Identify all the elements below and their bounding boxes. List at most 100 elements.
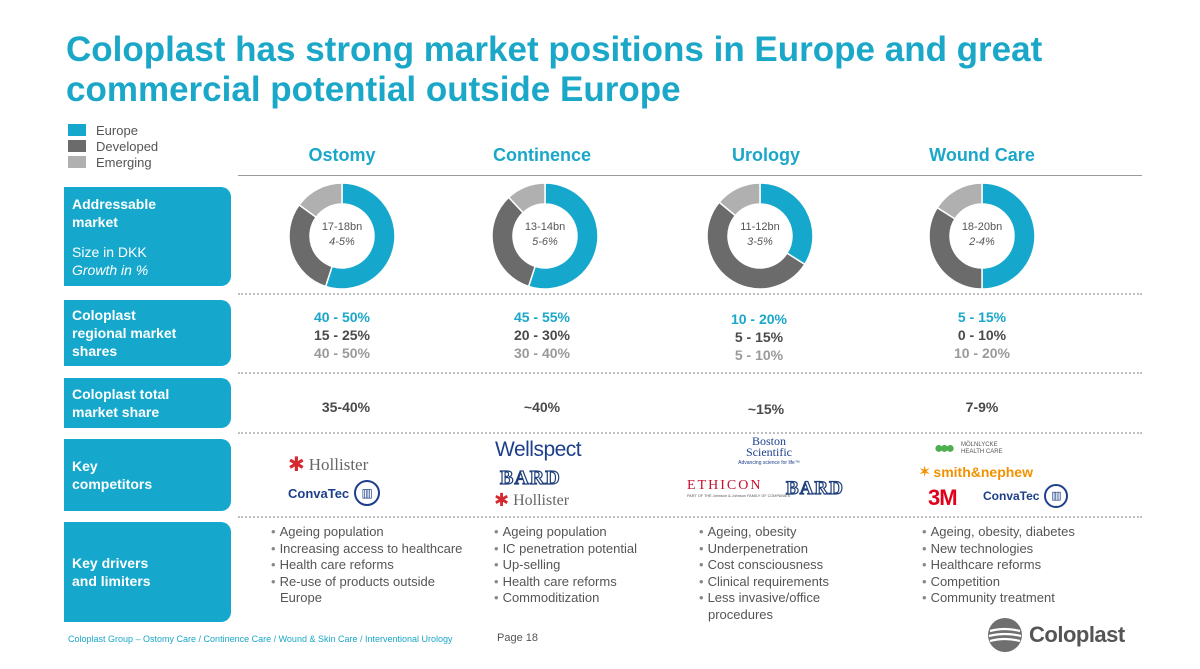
row-label-regional-shares: Coloplast regional market shares [64, 300, 231, 366]
total-share-wound-care: 7-9% [965, 399, 999, 415]
market-size: 11-12bn [740, 221, 780, 233]
total-share-ostomy: 35-40% [321, 399, 371, 415]
convatec-icon: ▥ [1044, 484, 1069, 508]
competitor-name: Hollister [513, 491, 570, 509]
column-header-urology: Urology [731, 145, 800, 165]
driver-item: Cost consciousness [698, 557, 903, 574]
row-divider [238, 372, 1142, 374]
donut-slice-emerging [718, 182, 761, 217]
page-number: Page 18 [497, 632, 538, 644]
driver-item: Community treatment [921, 590, 1126, 607]
competitor-name: MÖLNLYCKE HEALTH CARE [961, 442, 1003, 455]
competitor-name: smith&nephew [933, 464, 1033, 480]
donut-chart-continence: 13-14bn 5-6% [491, 182, 599, 290]
competitors-wound-care: ●●● MÖLNLYCKE HEALTH CARE ✶ smith&nephew… [882, 440, 1082, 515]
competitor-name: 3M [928, 485, 958, 510]
page-title: Coloplast has strong market positions in… [66, 30, 1043, 109]
regional-shares-continence: 45 - 55% 20 - 30% 30 - 40% [442, 308, 642, 362]
share-europe: 10 - 20% [730, 311, 788, 327]
market-growth: 4-5% [329, 236, 355, 248]
row-label-addressable-market: Addressable market Size in DKK Growth in… [64, 187, 231, 286]
donut-slice-europe [981, 182, 1036, 290]
competitor-name: BARD [499, 466, 561, 489]
footer-text: Coloplast Group – Ostomy Care / Continen… [68, 634, 453, 644]
legend-swatch-developed [68, 140, 86, 152]
driver-item: Healthcare reforms [921, 557, 1126, 574]
row-label-line: Addressable [72, 195, 157, 212]
convatec-logo: ConvaTec ▥ [288, 480, 381, 506]
competitors-continence: Wellspect BARD ✱ Hollister [442, 438, 642, 515]
driver-item: Health care reforms [493, 574, 698, 591]
share-europe: 5 - 15% [957, 309, 1007, 325]
legend-item-europe: Europe [68, 122, 158, 138]
regional-shares-urology: 10 - 20% 5 - 15% 5 - 10% [659, 310, 859, 364]
donut-chart-urology: 11-12bn 3-5% [706, 182, 814, 290]
competitor-name: ETHICON [687, 478, 763, 493]
brand-name: Coloplast [1029, 622, 1125, 647]
boston-scientific-logo: Boston Scientific Advancing science for … [734, 434, 804, 469]
donut-center-label: 18-20bn 2-4% [928, 220, 1036, 250]
row-label-line: market share [72, 404, 160, 420]
market-size: 17-18bn [321, 221, 363, 233]
total-share-continence: ~40% [523, 399, 561, 415]
market-size: 18-20bn [961, 221, 1003, 233]
legend-swatch-emerging [68, 156, 86, 168]
row-label-drivers: Key drivers and limiters [64, 522, 231, 622]
share-developed: 20 - 30% [513, 327, 571, 343]
market-size: 13-14bn [524, 221, 566, 233]
bard-logo: BARD [499, 466, 561, 490]
row-label-line: Key [72, 458, 98, 474]
regional-shares-ostomy: 40 - 50% 15 - 25% 40 - 50% [242, 308, 442, 362]
driver-item: Clinical requirements [698, 574, 903, 591]
driver-item: Ageing population [493, 524, 698, 541]
legend-label: Developed [96, 138, 159, 154]
3m-logo: 3M [928, 485, 958, 511]
coloplast-logo: Coloplast [987, 617, 1125, 653]
share-developed: 5 - 15% [734, 329, 784, 345]
competitor-name: ConvaTec [288, 485, 350, 501]
row-label-competitors: Key competitors [64, 439, 231, 511]
row-label-line: Key drivers [72, 555, 149, 571]
market-growth: 5-6% [532, 236, 558, 248]
share-europe: 45 - 55% [513, 309, 571, 325]
column-header-continence: Continence [492, 145, 591, 165]
donut-slice-emerging [507, 182, 546, 214]
hollister-icon: ✱ [288, 454, 305, 476]
competitor-name: ConvaTec [983, 489, 1040, 503]
legend: Europe Developed Emerging [68, 122, 158, 170]
share-emerging: 5 - 10% [734, 347, 784, 363]
row-label-total-share: Coloplast total market share [64, 378, 231, 428]
competitor-name: Boston Scientific [746, 434, 792, 459]
column-header-wound-care: Wound Care [929, 145, 1035, 165]
coloplast-icon [988, 618, 1022, 652]
donut-center-label: 11-12bn 3-5% [706, 220, 814, 250]
convatec-icon: ▥ [354, 480, 381, 506]
donut-chart-ostomy: 17-18bn 4-5% [288, 182, 396, 290]
header-divider [238, 175, 1142, 176]
share-developed: 0 - 10% [957, 327, 1007, 343]
donut-slice-emerging [298, 182, 343, 219]
driver-item: Less invasive/office procedures [698, 590, 848, 623]
driver-item: Competition [921, 574, 1126, 591]
hollister-logo: ✱ Hollister [494, 490, 569, 511]
molnlycke-icon: ●●● [934, 440, 955, 457]
column-header-ostomy: Ostomy [308, 145, 376, 165]
drivers-wound-care: Ageing, obesity, diabetes New technologi… [921, 524, 1126, 607]
donut-svg [928, 182, 1036, 290]
row-label-line: Coloplast [72, 307, 136, 323]
hollister-logo: ✱ Hollister [288, 452, 368, 477]
legend-label: Emerging [96, 154, 152, 170]
share-emerging: 30 - 40% [513, 345, 571, 361]
row-label-line: competitors [72, 476, 153, 492]
ethicon-logo: ETHICON PART OF THE Johnson & Johnson FA… [687, 478, 790, 498]
row-divider [238, 516, 1142, 518]
donut-center-label: 17-18bn 4-5% [288, 220, 396, 250]
share-europe: 40 - 50% [313, 309, 371, 325]
donut-slice-emerging [936, 182, 983, 220]
regional-shares-wound-care: 5 - 15% 0 - 10% 10 - 20% [882, 308, 1082, 362]
donut-slice-europe [527, 182, 599, 290]
drivers-urology: Ageing, obesity Underpenetration Cost co… [698, 524, 903, 623]
donut-chart-wound-care: 18-20bn 2-4% [928, 182, 1036, 290]
row-label-line: and limiters [72, 573, 151, 589]
driver-item: Health care reforms [270, 557, 475, 574]
